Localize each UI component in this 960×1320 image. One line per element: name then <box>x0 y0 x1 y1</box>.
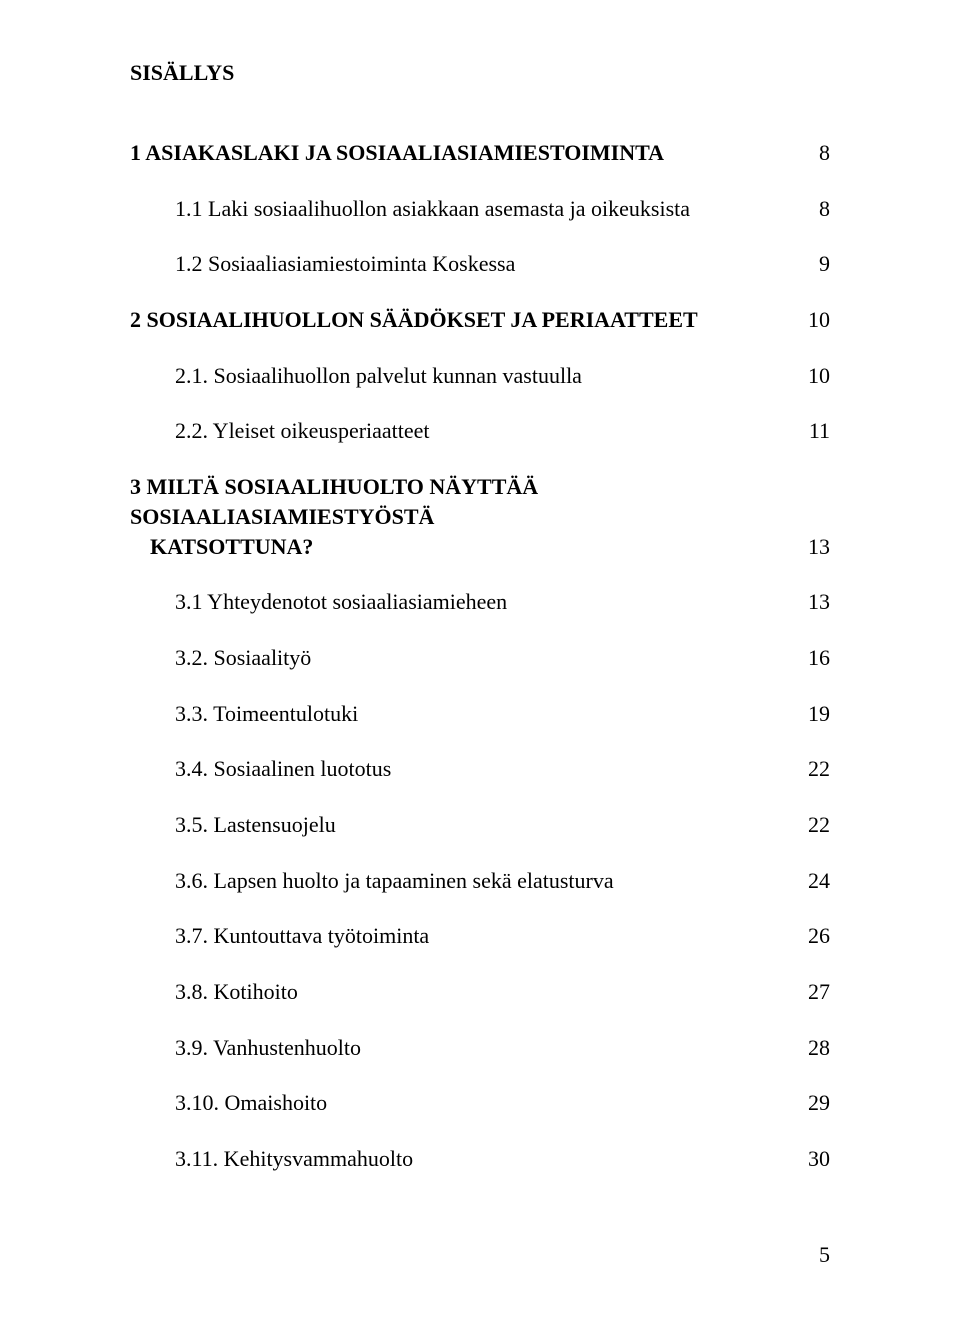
toc-entry-page: 30 <box>790 1144 830 1174</box>
page-number: 5 <box>819 1242 830 1268</box>
toc-sub: 3.10. Omaishoito 29 <box>130 1088 830 1118</box>
toc-entry-page: 8 <box>790 138 830 168</box>
toc-entry-text: 3.2. Sosiaalityö <box>175 643 790 673</box>
toc-entry-page: 28 <box>790 1033 830 1063</box>
toc-sub: 2.2. Yleiset oikeusperiaatteet 11 <box>130 416 830 446</box>
toc-entry-text: 1 ASIAKASLAKI JA SOSIAALIASIAMIESTOIMINT… <box>130 138 790 168</box>
toc-entry-text: 1.1 Laki sosiaalihuollon asiakkaan asema… <box>175 194 790 224</box>
toc-entry-text: 2 SOSIAALIHUOLLON SÄÄDÖKSET JA PERIAATTE… <box>130 305 790 335</box>
toc-entry-text: 3.9. Vanhustenhuolto <box>175 1033 790 1063</box>
document-page: SISÄLLYS 1 ASIAKASLAKI JA SOSIAALIASIAMI… <box>0 0 960 1320</box>
toc-sub: 3.4. Sosiaalinen luototus 22 <box>130 754 830 784</box>
toc-entry-line: 3 MILTÄ SOSIAALIHUOLTO NÄYTTÄÄ SOSIAALIA… <box>130 472 750 531</box>
toc-sub: 3.5. Lastensuojelu 22 <box>130 810 830 840</box>
toc-entry-text: 3.11. Kehitysvammahuolto <box>175 1144 790 1174</box>
toc-sub: 3.9. Vanhustenhuolto 28 <box>130 1033 830 1063</box>
toc-sub: 1.2 Sosiaaliasiamiestoiminta Koskessa 9 <box>130 249 830 279</box>
toc-sub: 3.1 Yhteydenotot sosiaaliasiamieheen 13 <box>130 587 830 617</box>
toc-entry-page: 19 <box>790 699 830 729</box>
toc-heading: SISÄLLYS <box>130 60 830 86</box>
toc-entry-text: 2.1. Sosiaalihuollon palvelut kunnan vas… <box>175 361 790 391</box>
toc-sub: 2.1. Sosiaalihuollon palvelut kunnan vas… <box>130 361 830 391</box>
toc-entry-page: 24 <box>790 866 830 896</box>
toc-chapter-multiline: 3 MILTÄ SOSIAALIHUOLTO NÄYTTÄÄ SOSIAALIA… <box>130 472 830 561</box>
toc-entry-text: 3.4. Sosiaalinen luototus <box>175 754 790 784</box>
toc-entry-text: 3 MILTÄ SOSIAALIHUOLTO NÄYTTÄÄ SOSIAALIA… <box>130 472 790 561</box>
toc-entry-line: KATSOTTUNA? <box>130 532 750 562</box>
toc-chapter: 2 SOSIAALIHUOLLON SÄÄDÖKSET JA PERIAATTE… <box>130 305 830 335</box>
toc-chapter: 1 ASIAKASLAKI JA SOSIAALIASIAMIESTOIMINT… <box>130 138 830 168</box>
toc-sub: 3.3. Toimeentulotuki 19 <box>130 699 830 729</box>
toc-entry-text: 3.7. Kuntouttava työtoiminta <box>175 921 790 951</box>
toc-entry-page: 22 <box>790 754 830 784</box>
toc-entry-page: 16 <box>790 643 830 673</box>
toc-entry-text: 3.6. Lapsen huolto ja tapaaminen sekä el… <box>175 866 790 896</box>
toc-sub: 3.8. Kotihoito 27 <box>130 977 830 1007</box>
toc-entry-page: 10 <box>790 361 830 391</box>
toc-entry-text: 2.2. Yleiset oikeusperiaatteet <box>175 416 790 446</box>
toc-entry-page: 29 <box>790 1088 830 1118</box>
toc-sub: 3.11. Kehitysvammahuolto 30 <box>130 1144 830 1174</box>
toc-sub: 3.2. Sosiaalityö 16 <box>130 643 830 673</box>
toc-entry-page: 22 <box>790 810 830 840</box>
toc-entry-page: 26 <box>790 921 830 951</box>
toc-entry-text: 1.2 Sosiaaliasiamiestoiminta Koskessa <box>175 249 790 279</box>
toc-entry-text: 3.10. Omaishoito <box>175 1088 790 1118</box>
toc-entries: 1 ASIAKASLAKI JA SOSIAALIASIAMIESTOIMINT… <box>130 138 830 1174</box>
toc-sub: 1.1 Laki sosiaalihuollon asiakkaan asema… <box>130 194 830 224</box>
toc-entry-text: 3.1 Yhteydenotot sosiaaliasiamieheen <box>175 587 790 617</box>
toc-sub: 3.6. Lapsen huolto ja tapaaminen sekä el… <box>130 866 830 896</box>
toc-entry-page: 13 <box>790 587 830 617</box>
toc-entry-text: 3.5. Lastensuojelu <box>175 810 790 840</box>
toc-entry-text: 3.8. Kotihoito <box>175 977 790 1007</box>
toc-entry-page: 10 <box>790 305 830 335</box>
toc-sub: 3.7. Kuntouttava työtoiminta 26 <box>130 921 830 951</box>
toc-entry-page: 13 <box>790 532 830 562</box>
toc-entry-page: 27 <box>790 977 830 1007</box>
toc-entry-page: 11 <box>790 416 830 446</box>
toc-entry-page: 8 <box>790 194 830 224</box>
toc-entry-page: 9 <box>790 249 830 279</box>
toc-entry-text: 3.3. Toimeentulotuki <box>175 699 790 729</box>
